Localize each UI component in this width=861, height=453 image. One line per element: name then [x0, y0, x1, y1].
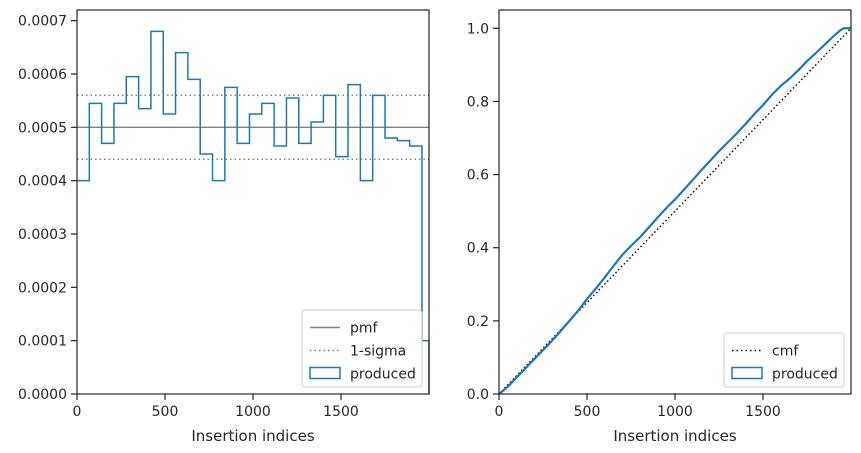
legend-label: pmf	[350, 321, 379, 337]
left-y-tick-label: 0.0003	[18, 227, 67, 243]
right-y-tick-label: 0.4	[467, 241, 489, 257]
right-series-group	[498, 27, 852, 395]
produced-cumulative-line	[498, 27, 851, 395]
right-y-ticks: 0.0 0.2 0.4 0.6 0.8 1.0	[467, 21, 499, 403]
legend-patch-swatch	[731, 366, 763, 380]
left-chart-panel: 0 500 1000 1500 0.00000.00010.00020.00030.0…	[18, 9, 430, 445]
left-y-tick-label: 0.0001	[18, 334, 67, 350]
legend-label: produced	[350, 367, 416, 383]
left-series-group	[77, 30, 430, 394]
right-x-ticks: 0 500 1000 1500	[495, 394, 781, 420]
left-legend: pmf 1-sigma produced	[301, 309, 423, 388]
right-y-tick-label: 0.6	[467, 168, 489, 184]
left-x-tick-label: 500	[152, 404, 179, 420]
left-y-ticks: 0.0000 0.0001 0.0002 0.0003 0.0004 0.0005 0.00…	[18, 14, 77, 403]
right-y-tick-label: 0.8	[467, 94, 489, 110]
right-x-tick-label: 0	[495, 404, 504, 420]
right-x-tick-label: 500	[574, 404, 601, 420]
right-y-tick-label: 0.2	[467, 314, 489, 330]
right-y-tick-label: 0.0	[467, 387, 489, 403]
right-x-tick-label: 1000	[657, 404, 693, 420]
right-y-tick-label: 1.0	[467, 21, 489, 37]
right-x-axis-label: Insertion indices	[613, 427, 736, 445]
left-reference-lines	[77, 94, 429, 160]
right-legend: cmf produced	[723, 332, 845, 388]
legend-label: 1-sigma	[350, 344, 406, 360]
left-y-tick-label: 0.0000	[18, 387, 67, 403]
legend-box	[723, 332, 845, 388]
produced-histogram-step	[77, 30, 430, 394]
legend-label: produced	[772, 367, 838, 383]
left-y-tick-label: 0.0007	[18, 14, 67, 30]
left-x-tick-label: 1000	[235, 404, 271, 420]
right-chart-panel: 0 500 1000 1500 0.0 0.2 0.4 0.6 0.8 1.0 Insertio…	[467, 9, 852, 445]
left-x-axis-label: Insertion indices	[191, 427, 314, 445]
legend-label: cmf	[772, 344, 799, 360]
left-y-tick-label: 0.0005	[18, 120, 67, 136]
left-y-tick-label: 0.0006	[18, 67, 67, 83]
left-x-ticks: 0 500 1000 1500	[73, 394, 359, 420]
left-y-tick-label: 0.0002	[18, 280, 67, 296]
legend-patch-swatch	[309, 366, 341, 380]
right-x-tick-label: 1500	[745, 404, 781, 420]
left-x-tick-label: 1500	[323, 404, 359, 420]
left-y-tick-label: 0.0004	[18, 174, 67, 190]
left-x-tick-label: 0	[73, 404, 82, 420]
